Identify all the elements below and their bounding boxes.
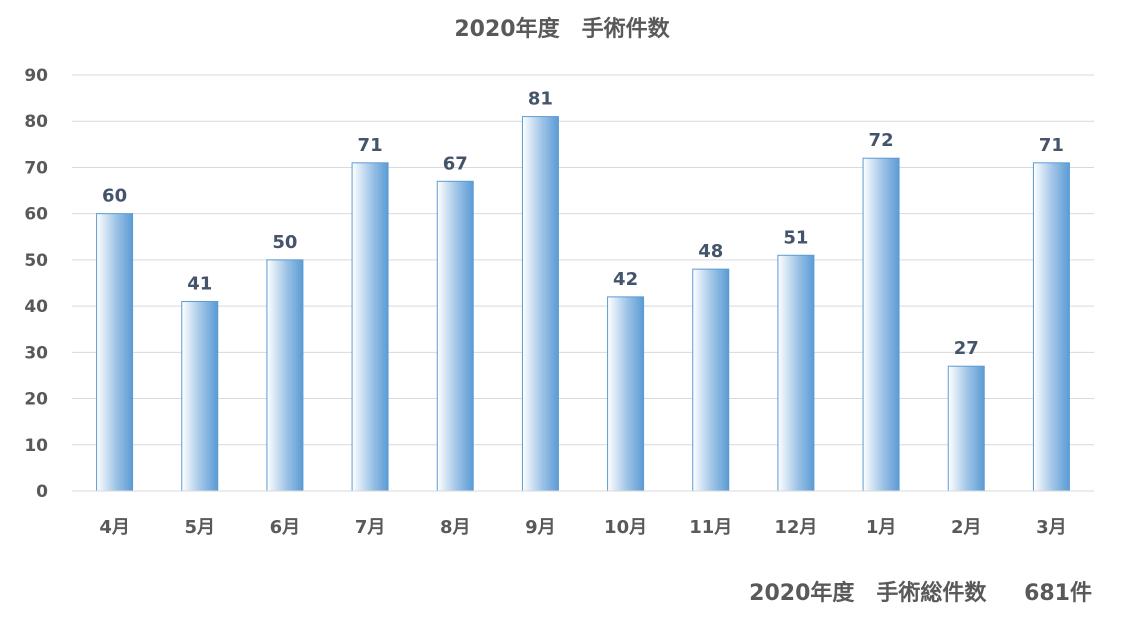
y-tick-label: 10 — [24, 436, 48, 456]
y-tick-label: 50 — [24, 251, 48, 271]
x-category-label: 1月 — [866, 517, 897, 538]
data-label: 41 — [187, 273, 212, 294]
footer-total-value: 681件 — [1024, 581, 1092, 606]
bar-9月 — [521, 116, 559, 492]
x-category-label: 4月 — [99, 517, 130, 538]
bar-3月 — [1032, 162, 1070, 492]
x-category-label: 6月 — [270, 517, 301, 538]
data-labels: 60 41 50 71 67 81 42 48 51 72 27 71 — [102, 89, 1064, 360]
x-axis-category-labels: 4月 5月 6月 7月 8月 9月 10月 11月 12月 1月 2月 3月 — [99, 517, 1066, 538]
grid-lines — [72, 74, 1094, 446]
x-category-label: 2月 — [951, 517, 982, 538]
data-label: 72 — [869, 130, 894, 151]
data-label: 60 — [102, 186, 127, 207]
y-tick-label: 30 — [24, 343, 48, 363]
data-label: 50 — [272, 232, 297, 253]
y-tick-label: 70 — [24, 158, 48, 178]
bar-11月 — [692, 268, 730, 492]
data-label: 27 — [954, 338, 979, 359]
data-label: 71 — [358, 135, 383, 156]
y-tick-label: 20 — [24, 390, 48, 410]
y-tick-label: 40 — [24, 297, 48, 317]
bar-7月 — [351, 162, 389, 492]
y-tick-label: 80 — [24, 112, 48, 132]
data-label: 67 — [443, 153, 468, 174]
y-axis-tick-labels: 0 10 20 30 40 50 60 70 80 90 — [24, 66, 48, 502]
x-category-label: 11月 — [689, 517, 732, 538]
footer-label: 2020年度 手術総件数 — [749, 580, 987, 606]
x-category-label: 10月 — [604, 517, 647, 538]
bar-6月 — [266, 259, 304, 492]
footer-total: 2020年度 手術総件数 681件 — [749, 580, 1092, 606]
data-label: 81 — [528, 89, 553, 110]
bar-8月 — [436, 180, 474, 492]
y-tick-label: 60 — [24, 205, 48, 225]
bar-2月 — [947, 365, 985, 492]
x-category-label: 12月 — [774, 517, 817, 538]
bar-10月 — [607, 296, 645, 492]
x-category-label: 7月 — [355, 517, 386, 538]
data-label: 42 — [613, 269, 638, 290]
data-label: 48 — [698, 241, 723, 262]
x-category-label: 5月 — [184, 517, 215, 538]
data-label: 71 — [1039, 135, 1064, 156]
x-category-label: 3月 — [1036, 517, 1067, 538]
bar-4月 — [96, 213, 134, 492]
x-category-label: 8月 — [440, 517, 471, 538]
chart-title: 2020年度 手術件数 — [454, 16, 670, 42]
y-tick-label: 90 — [24, 66, 48, 86]
bar-12月 — [777, 254, 815, 492]
x-category-label: 9月 — [525, 517, 556, 538]
bars — [96, 116, 1070, 492]
data-label: 51 — [783, 227, 808, 248]
bar-5月 — [181, 300, 219, 492]
y-tick-label: 0 — [36, 482, 48, 502]
bar-1月 — [862, 157, 900, 492]
